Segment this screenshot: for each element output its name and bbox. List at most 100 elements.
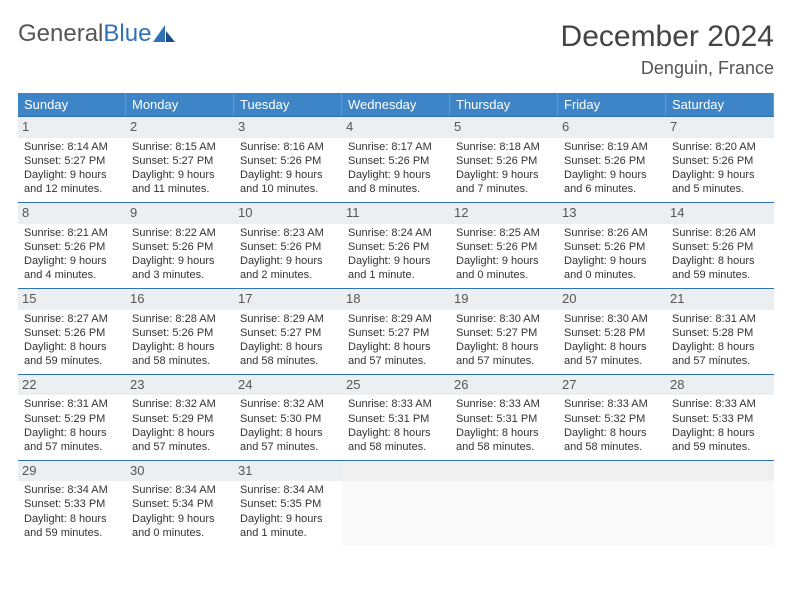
- sunset-line: Sunset: 5:27 PM: [456, 327, 537, 339]
- day-info: Sunrise: 8:14 AMSunset: 5:27 PMDaylight:…: [22, 140, 122, 196]
- logo-text-right: Blue: [103, 20, 151, 48]
- day-number: 19: [450, 289, 558, 310]
- daylight-line: Daylight: 9 hours and 8 minutes.: [348, 169, 431, 195]
- daylight-line: Daylight: 9 hours and 0 minutes.: [564, 255, 647, 281]
- day-number: 11: [342, 203, 450, 224]
- daylight-line: Daylight: 9 hours and 6 minutes.: [564, 169, 647, 195]
- day-info: Sunrise: 8:15 AMSunset: 5:27 PMDaylight:…: [130, 140, 230, 196]
- sunset-line: Sunset: 5:27 PM: [348, 327, 429, 339]
- day-info: Sunrise: 8:25 AM Sunset: 5:26 PM Daylight:…: [454, 226, 554, 282]
- sunset-line: Sunset: 5:26 PM: [672, 155, 753, 167]
- dow-header: Friday: [558, 93, 666, 116]
- sunset-line: Sunset: 5:27 PM: [240, 327, 321, 339]
- daylight-line: Daylight: 8 hours and 57 minutes.: [24, 427, 107, 453]
- day-number: 17: [234, 289, 342, 310]
- day-cell: 20Sunrise: 8:30 AMSunset: 5:28 PMDayligh…: [558, 288, 666, 374]
- day-info: Sunrise: 8:33 AMSunset: 5:31 PMDaylight:…: [346, 397, 446, 453]
- day-number: 4: [342, 117, 450, 138]
- sunset-line: Sunset: 5:26 PM: [132, 327, 213, 339]
- sunset-line: Sunset: 5:28 PM: [672, 327, 753, 339]
- daylight-line: Daylight: 8 hours and 59 minutes.: [24, 341, 107, 367]
- daylight-line: Daylight: 8 hours and 58 minutes.: [240, 341, 323, 367]
- day-cell: 24Sunrise: 8:32 AMSunset: 5:30 PMDayligh…: [234, 374, 342, 460]
- sunrise-line: Sunrise: 8:25 AM: [456, 227, 540, 239]
- sunrise-line: Sunrise: 8:31 AM: [672, 313, 756, 325]
- sunrise-line: Sunrise: 8:14 AM: [24, 141, 108, 153]
- day-number: 16: [126, 289, 234, 310]
- daylight-line: Daylight: 8 hours and 58 minutes.: [348, 427, 431, 453]
- day-cell: 29Sunrise: 8:34 AMSunset: 5:33 PMDayligh…: [18, 460, 126, 546]
- day-info: Sunrise: 8:23 AMSunset: 5:26 PMDaylight:…: [238, 226, 338, 282]
- day-cell: 10Sunrise: 8:23 AMSunset: 5:26 PMDayligh…: [234, 202, 342, 288]
- daylight-line: Daylight: 9 hours and 10 minutes.: [240, 169, 323, 195]
- day-info: Sunrise: 8:27 AMSunset: 5:26 PMDaylight:…: [22, 312, 122, 368]
- sunrise-line: Sunrise: 8:26 AM: [672, 227, 756, 239]
- sunrise-line: Sunrise: 8:29 AM: [348, 313, 432, 325]
- sunrise-line: Sunrise: 8:19 AM: [564, 141, 648, 153]
- sunset-line: Sunset: 5:26 PM: [24, 241, 105, 253]
- sunset-line: Sunset: 5:26 PM: [456, 241, 537, 253]
- daylight-line: Daylight: 9 hours and 12 minutes.: [24, 169, 107, 195]
- day-cell: 2Sunrise: 8:15 AMSunset: 5:27 PMDaylight…: [126, 116, 234, 202]
- sunset-line: Sunset: 5:30 PM: [240, 413, 321, 425]
- title-block: December 2024 Denguin, France: [561, 20, 774, 79]
- daylight-line: Daylight: 9 hours and 0 minutes.: [456, 255, 539, 281]
- day-cell: 25Sunrise: 8:33 AMSunset: 5:31 PMDayligh…: [342, 374, 450, 460]
- daylight-line: Daylight: 8 hours and 57 minutes.: [456, 341, 539, 367]
- sunset-line: Sunset: 5:26 PM: [456, 155, 537, 167]
- sunrise-line: Sunrise: 8:29 AM: [240, 313, 324, 325]
- daylight-line: Daylight: 9 hours and 4 minutes.: [24, 255, 107, 281]
- daylight-line: Daylight: 9 hours and 7 minutes.: [456, 169, 539, 195]
- day-info: Sunrise: 8:24 AMSunset: 5:26 PMDaylight:…: [346, 226, 446, 282]
- sunset-line: Sunset: 5:26 PM: [24, 327, 105, 339]
- day-info: Sunrise: 8:29 AMSunset: 5:27 PMDaylight:…: [346, 312, 446, 368]
- day-number: 12: [450, 203, 558, 224]
- day-cell: 12 Sunrise: 8:25 AM Sunset: 5:26 PM Dayligh…: [450, 202, 558, 288]
- daylight-line: Daylight: 8 hours and 57 minutes.: [240, 427, 323, 453]
- daylight-line: Daylight: 8 hours and 57 minutes.: [672, 341, 755, 367]
- dow-header: Monday: [126, 93, 234, 116]
- daylight-line: Daylight: 9 hours and 5 minutes.: [672, 169, 755, 195]
- sunrise-line: Sunrise: 8:30 AM: [564, 313, 648, 325]
- day-info: Sunrise: 8:26 AMSunset: 5:26 PMDaylight:…: [562, 226, 662, 282]
- day-info: Sunrise: 8:17 AMSunset: 5:26 PMDaylight:…: [346, 140, 446, 196]
- sunrise-line: Sunrise: 8:23 AM: [240, 227, 324, 239]
- day-number: 22: [18, 375, 126, 396]
- dow-header: Sunday: [18, 93, 126, 116]
- dow-header: Saturday: [666, 93, 774, 116]
- daylight-line: Daylight: 8 hours and 59 minutes.: [672, 255, 755, 281]
- calendar-grid: SundayMondayTuesdayWednesdayThursdayFrid…: [18, 93, 774, 546]
- day-number: 9: [126, 203, 234, 224]
- day-number: 25: [342, 375, 450, 396]
- day-cell: 16Sunrise: 8:28 AMSunset: 5:26 PMDayligh…: [126, 288, 234, 374]
- day-info: Sunrise: 8:22 AMSunset: 5:26 PMDaylight:…: [130, 226, 230, 282]
- day-number: 26: [450, 375, 558, 396]
- day-cell: 13Sunrise: 8:26 AMSunset: 5:26 PMDayligh…: [558, 202, 666, 288]
- sunset-line: Sunset: 5:33 PM: [24, 498, 105, 510]
- day-cell: 8Sunrise: 8:21 AMSunset: 5:26 PMDaylight…: [18, 202, 126, 288]
- day-info: Sunrise: 8:31 AMSunset: 5:29 PMDaylight:…: [22, 397, 122, 453]
- daylight-line: Daylight: 9 hours and 2 minutes.: [240, 255, 323, 281]
- sunrise-line: Sunrise: 8:17 AM: [348, 141, 432, 153]
- day-info: Sunrise: 8:28 AMSunset: 5:26 PMDaylight:…: [130, 312, 230, 368]
- day-number: 28: [666, 375, 774, 396]
- blank-cell: [666, 460, 774, 546]
- sunset-line: Sunset: 5:31 PM: [348, 413, 429, 425]
- sunset-line: Sunset: 5:26 PM: [672, 241, 753, 253]
- header: GeneralBlue December 2024 Denguin, Franc…: [18, 20, 774, 79]
- day-info: Sunrise: 8:20 AMSunset: 5:26 PMDaylight:…: [670, 140, 770, 196]
- day-cell: 1Sunrise: 8:14 AMSunset: 5:27 PMDaylight…: [18, 116, 126, 202]
- day-number: 8: [18, 203, 126, 224]
- dow-header: Wednesday: [342, 93, 450, 116]
- month-title: December 2024: [561, 20, 774, 54]
- day-number: 7: [666, 117, 774, 138]
- sunrise-line: Sunrise: 8:24 AM: [348, 227, 432, 239]
- day-cell: 9Sunrise: 8:22 AMSunset: 5:26 PMDaylight…: [126, 202, 234, 288]
- sunrise-line: Sunrise: 8:32 AM: [240, 398, 324, 410]
- day-cell: 15Sunrise: 8:27 AMSunset: 5:26 PMDayligh…: [18, 288, 126, 374]
- sunrise-line: Sunrise: 8:22 AM: [132, 227, 216, 239]
- day-cell: 26Sunrise: 8:33 AMSunset: 5:31 PMDayligh…: [450, 374, 558, 460]
- day-number: 1: [18, 117, 126, 138]
- logo-sail-icon: [153, 25, 177, 43]
- sunrise-line: Sunrise: 8:31 AM: [24, 398, 108, 410]
